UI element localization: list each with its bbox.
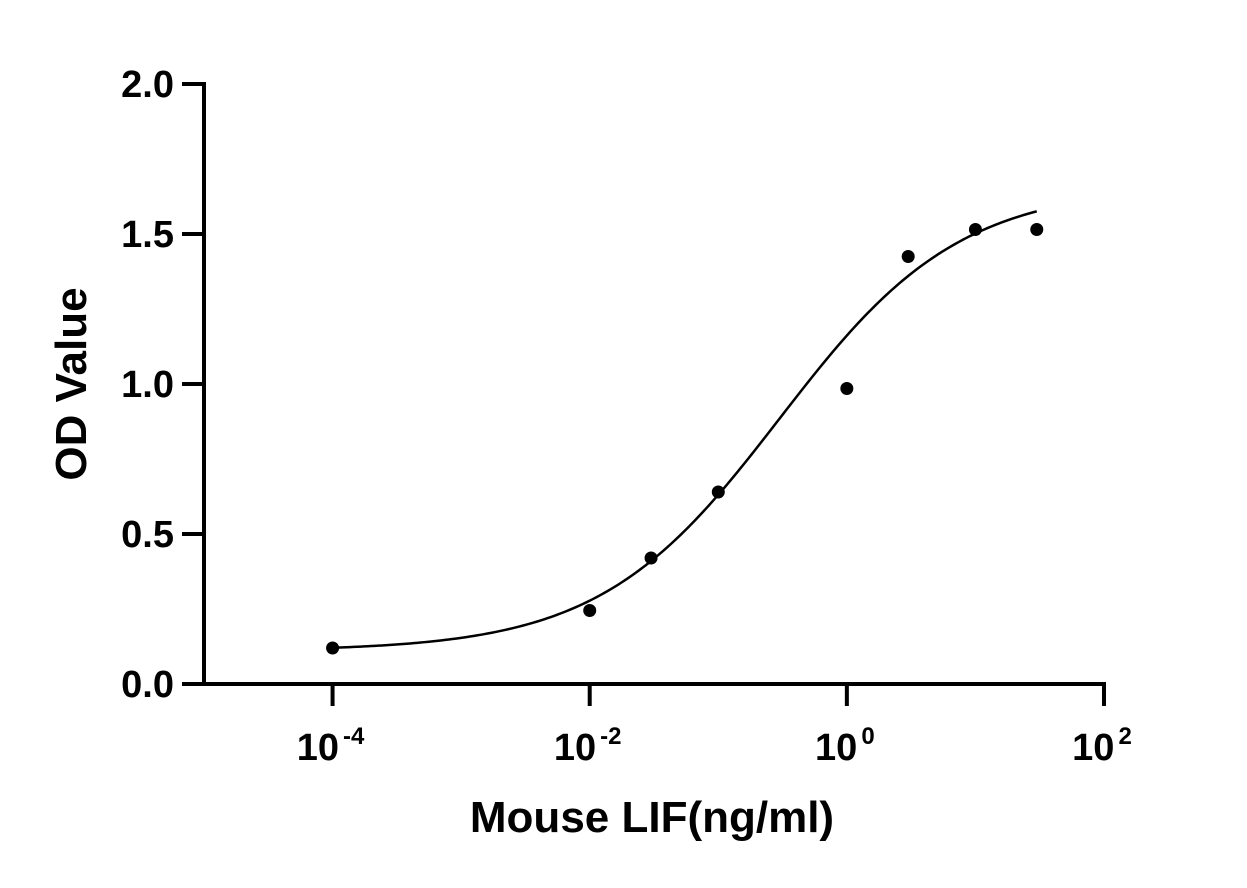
y-tick-label: 0.5: [121, 514, 174, 556]
x-tick-label: 10 -4: [297, 723, 365, 769]
y-tick-label: 1.5: [121, 214, 174, 256]
x-tick-label: 10 -2: [554, 723, 622, 769]
data-point: [644, 551, 658, 565]
data-points: [326, 223, 1044, 655]
x-tick-base: 10: [554, 727, 596, 769]
x-tick-label: 10 2: [1072, 723, 1132, 769]
data-point: [840, 382, 854, 395]
x-tick-label: 10 0: [815, 723, 875, 769]
x-axis: 10 -4 10 -2 10 0 10 2: [202, 682, 1132, 769]
data-point: [968, 223, 982, 236]
y-tick-label: 2.0: [121, 64, 174, 106]
data-point: [901, 250, 915, 263]
data-point: [326, 641, 340, 655]
y-tick-label: 1.0: [121, 364, 174, 406]
x-tick-exponent: -4: [343, 723, 365, 750]
data-point: [583, 604, 597, 617]
x-axis-title: Mouse LIF(ng/ml): [470, 793, 834, 842]
data-point: [711, 485, 725, 499]
x-tick-exponent: -2: [600, 723, 621, 750]
x-tick-base: 10: [815, 727, 857, 769]
data-point: [1030, 223, 1044, 236]
x-tick-exponent: 2: [1118, 723, 1131, 750]
y-axis: 0.0 0.5 1.0 1.5 2.0: [121, 64, 206, 706]
y-tick-label: 0.0: [121, 664, 174, 706]
x-tick-base: 10: [1072, 727, 1114, 769]
x-tick-base: 10: [297, 727, 339, 769]
x-tick-exponent: 0: [861, 723, 874, 750]
y-axis-title: OD Value: [47, 287, 96, 480]
fit-curve: [332, 210, 1038, 650]
